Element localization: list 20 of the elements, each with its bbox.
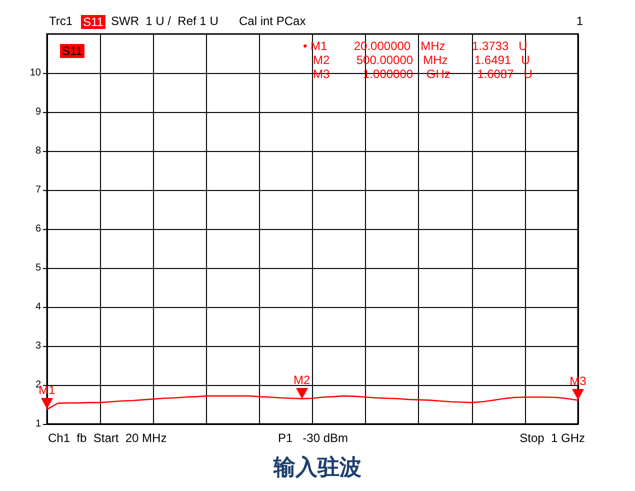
text: Cal int PCax	[239, 14, 306, 28]
text: SWR 1 U / Ref 1 U	[111, 14, 218, 28]
annotation: S11	[62, 44, 83, 58]
y-tick-label: 9	[35, 106, 42, 118]
y-tick-label: 7	[35, 184, 42, 196]
y-tick-label: 5	[35, 262, 42, 274]
text: Trc1	[49, 14, 73, 28]
text: S11	[83, 15, 104, 29]
text: P1 -30 dBm	[278, 431, 348, 445]
y-tick-label: 1	[35, 418, 42, 430]
y-tick-label: 8	[35, 146, 42, 156]
y-tick-label: 3	[35, 340, 42, 352]
text: 1	[576, 14, 584, 28]
y-tick-label: 10	[30, 68, 42, 78]
text: Stop 1 GHz	[520, 431, 586, 445]
text: Ch1 fb Start 20 MHz	[48, 431, 167, 445]
y-tick-label: 4	[35, 302, 42, 312]
annotation: M2	[292, 372, 312, 387]
text: 输入驻波	[272, 454, 362, 480]
y-tick-label: 6	[35, 224, 42, 234]
